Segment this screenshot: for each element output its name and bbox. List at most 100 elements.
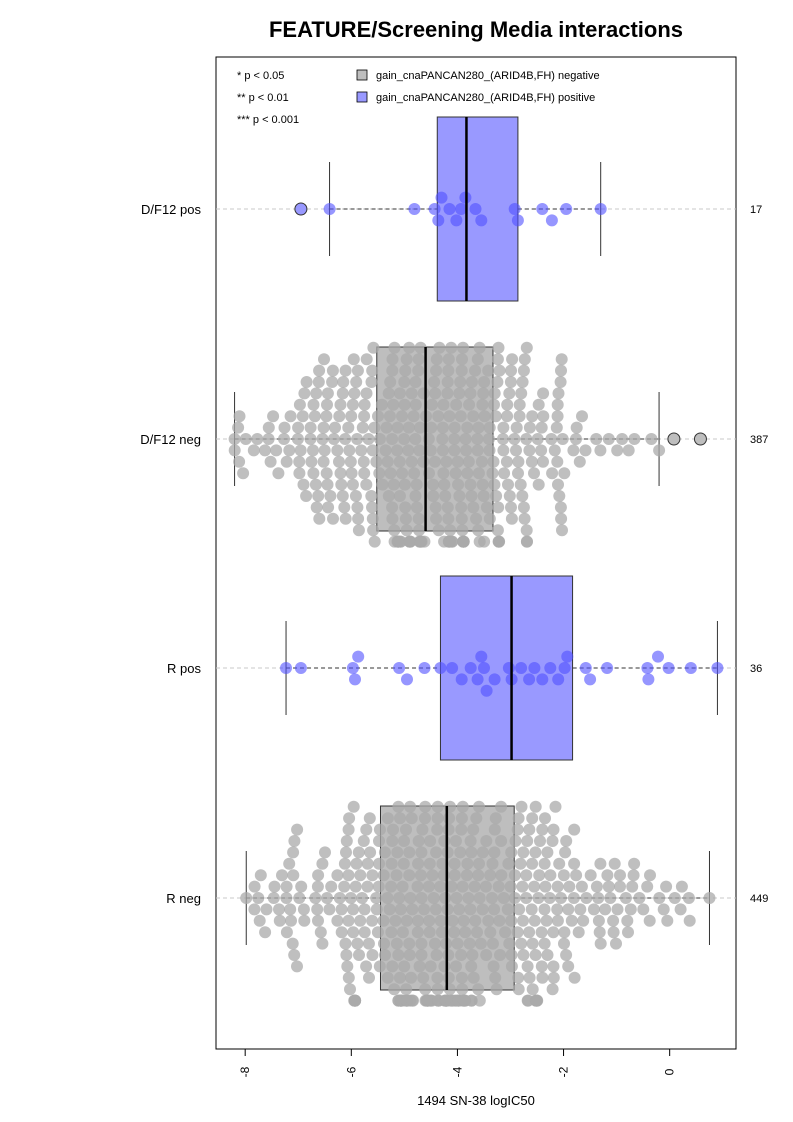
data-point xyxy=(536,203,549,215)
data-point xyxy=(532,398,545,411)
data-point xyxy=(391,421,404,434)
data-point xyxy=(233,455,246,468)
data-point xyxy=(558,926,571,939)
data-point xyxy=(520,869,533,882)
data-point xyxy=(532,892,545,904)
data-point xyxy=(396,926,409,939)
data-point xyxy=(344,892,357,904)
data-point xyxy=(413,960,426,973)
data-point xyxy=(520,433,533,445)
data-point xyxy=(594,937,607,950)
data-point xyxy=(551,410,564,423)
data-point xyxy=(541,846,554,859)
data-point xyxy=(316,433,329,445)
data-point xyxy=(398,376,411,388)
data-point xyxy=(415,892,428,904)
data-point xyxy=(310,501,323,514)
data-point xyxy=(465,960,478,973)
data-point xyxy=(448,421,461,434)
data-point xyxy=(307,444,319,457)
data-point xyxy=(349,673,361,686)
data-point xyxy=(259,444,271,457)
data-point xyxy=(360,387,373,400)
data-point xyxy=(336,490,349,502)
data-point xyxy=(344,983,356,996)
data-point xyxy=(528,914,541,927)
data-point xyxy=(476,398,489,411)
data-point xyxy=(480,684,493,697)
data-point xyxy=(465,490,478,502)
data-point xyxy=(683,914,696,927)
data-point xyxy=(528,467,540,480)
data-point xyxy=(415,846,428,859)
data-point xyxy=(310,387,323,400)
data-point xyxy=(398,960,411,973)
data-point xyxy=(653,444,666,457)
data-point xyxy=(248,880,261,893)
data-point xyxy=(340,835,353,847)
data-point xyxy=(576,410,588,423)
data-point xyxy=(280,880,293,893)
data-point xyxy=(559,846,572,859)
data-point xyxy=(347,926,360,939)
significance-legend: * p < 0.05 ** p < 0.01 *** p < 0.001 xyxy=(237,70,299,126)
data-point xyxy=(450,398,463,411)
data-point xyxy=(378,846,391,859)
data-point xyxy=(393,455,406,468)
data-point xyxy=(443,203,456,215)
data-point xyxy=(554,376,567,388)
data-point xyxy=(412,364,425,377)
data-point xyxy=(331,914,344,927)
data-point xyxy=(461,857,474,870)
data-point xyxy=(380,421,393,434)
data-point xyxy=(459,433,472,445)
data-point xyxy=(551,455,564,468)
data-point xyxy=(546,467,559,480)
data-point xyxy=(313,364,326,377)
data-point xyxy=(668,892,681,904)
data-point xyxy=(453,387,466,400)
data-point xyxy=(455,673,468,686)
data-point xyxy=(342,421,355,434)
data-point xyxy=(521,535,533,548)
data-point xyxy=(360,960,373,973)
data-point xyxy=(476,903,489,916)
data-point xyxy=(320,410,333,423)
data-point xyxy=(517,501,530,514)
data-point xyxy=(512,983,525,996)
data-point xyxy=(381,812,394,825)
data-point xyxy=(396,410,408,423)
data-point xyxy=(457,341,469,354)
data-point xyxy=(523,823,536,836)
data-point xyxy=(321,478,334,491)
data-point xyxy=(565,914,578,927)
data-point xyxy=(469,364,482,377)
data-point xyxy=(400,983,413,996)
data-point xyxy=(523,673,536,686)
data-point xyxy=(439,490,452,502)
data-point xyxy=(354,869,367,882)
data-point xyxy=(434,914,447,927)
data-point xyxy=(464,387,477,400)
data-point xyxy=(312,914,324,927)
data-point xyxy=(584,673,597,686)
data-point xyxy=(357,455,370,468)
data-point xyxy=(354,914,367,927)
data-point xyxy=(434,880,447,893)
data-point xyxy=(342,971,355,984)
data-point xyxy=(525,455,538,468)
significance-legend-entry: *** p < 0.001 xyxy=(237,114,299,126)
data-point xyxy=(373,960,386,973)
data-point xyxy=(464,478,477,491)
data-point xyxy=(318,444,331,457)
data-point xyxy=(335,478,348,491)
data-point xyxy=(455,971,468,984)
data-point xyxy=(473,800,485,813)
data-point xyxy=(324,490,337,502)
data-point xyxy=(472,421,485,434)
data-point xyxy=(523,971,536,984)
data-point xyxy=(590,880,603,893)
data-point xyxy=(287,869,300,882)
data-point xyxy=(611,444,624,457)
data-point xyxy=(471,673,484,686)
